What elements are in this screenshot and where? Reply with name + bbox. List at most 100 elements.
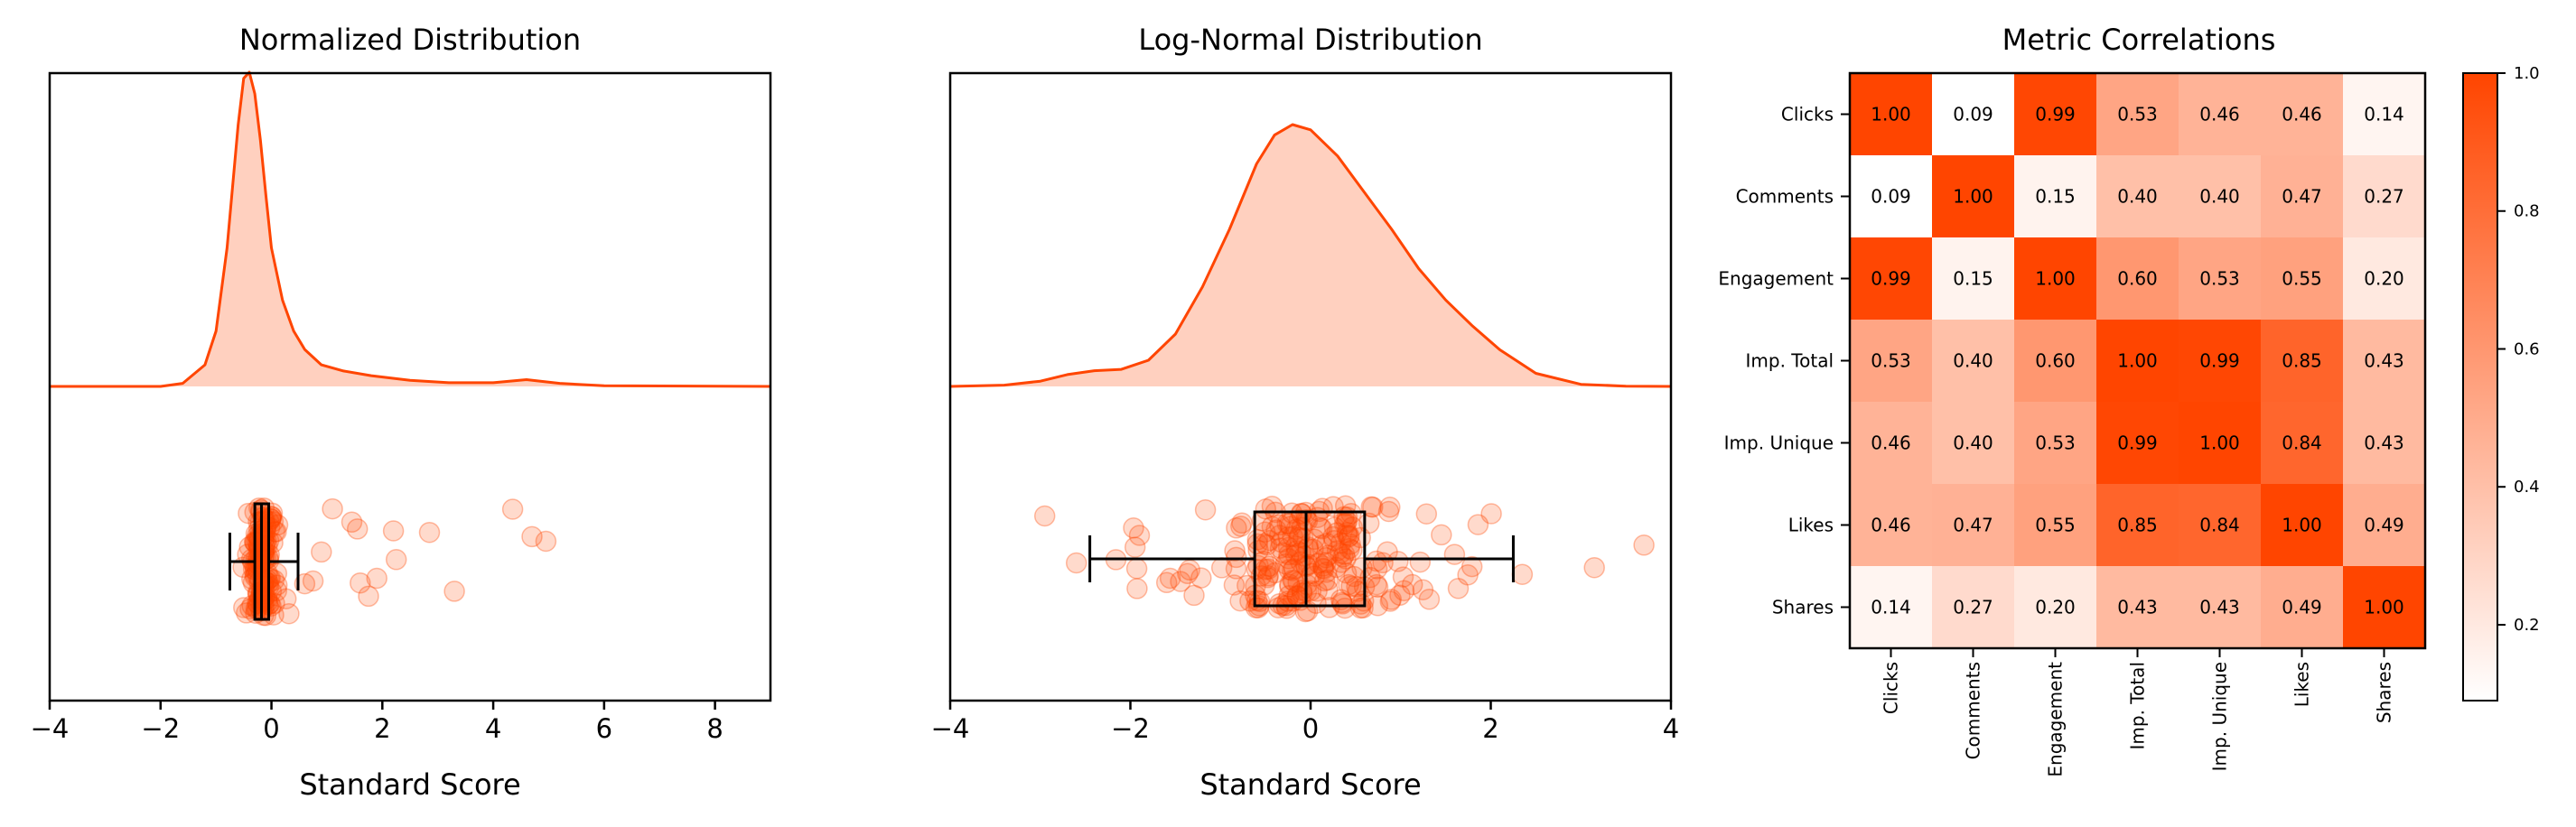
strip-point — [1278, 544, 1300, 566]
heatmap-cell-label: 1.00 — [1953, 186, 1993, 208]
strip-point — [1443, 544, 1466, 565]
strip-point — [1247, 597, 1269, 618]
outlier-point — [311, 541, 332, 563]
colorbar-tick-label: 0.4 — [2514, 478, 2540, 497]
outlier-point — [1033, 505, 1056, 527]
heatmap-cell-label: 0.49 — [2364, 515, 2404, 536]
heatmap-cell-label: 0.85 — [2282, 350, 2322, 372]
strip-point — [266, 580, 288, 602]
strip-point — [1338, 573, 1359, 596]
colorbar-tick-label: 0.2 — [2514, 616, 2540, 635]
chart-title-lognormal: Log-Normal Distribution — [1138, 23, 1482, 57]
x-tick-label: 2 — [374, 713, 390, 744]
heatmap-cell — [1932, 402, 2015, 485]
heatmap-cell — [2179, 320, 2262, 403]
x-tick-label: −2 — [141, 713, 180, 744]
heatmap-cell — [2096, 237, 2179, 321]
x-tick-label: Likes — [2291, 662, 2313, 707]
outlier-point — [443, 581, 465, 602]
heatmap-cell-label: 0.99 — [2199, 350, 2240, 372]
heatmap-cell — [2179, 237, 2262, 321]
x-tick-label: −4 — [931, 713, 970, 744]
strip-point — [1155, 571, 1178, 594]
density-lognormal — [949, 123, 1672, 388]
strip-point — [1330, 543, 1351, 564]
strip-point — [1401, 573, 1423, 596]
heatmap-cell — [2261, 402, 2344, 485]
strip-point — [1317, 544, 1339, 566]
heatmap-x-axis: Clicks Comments Engagement Imp. Total Imp. U… — [1881, 648, 2395, 777]
strip-point — [1308, 552, 1330, 574]
heatmap-cell-label: 0.55 — [2282, 268, 2322, 290]
heatmap-cell — [2343, 155, 2426, 238]
strip-point — [1367, 576, 1389, 599]
y-tick-label: Imp. Unique — [1724, 432, 1834, 454]
heatmap-cell-label: 0.27 — [1953, 597, 1993, 618]
strip-point — [1338, 526, 1359, 548]
density-line — [50, 70, 771, 388]
heatmap-cell — [2096, 566, 2179, 649]
strip-point — [1461, 555, 1483, 578]
heatmap-cell-label: 0.85 — [2117, 515, 2158, 536]
plot-frame-normalized — [48, 71, 772, 702]
x-tick-label: Clicks — [1881, 662, 1902, 714]
heatmap-cell-label: 0.43 — [2199, 597, 2240, 618]
strip-point — [1257, 558, 1280, 581]
strip-point — [1377, 541, 1398, 562]
heatmap-cell — [1850, 566, 1933, 649]
strip-point — [1457, 564, 1479, 586]
strip-point — [1126, 578, 1148, 599]
strip-point — [1330, 552, 1352, 573]
colorbar-tick-label: 0.6 — [2514, 339, 2540, 358]
strip-point — [1303, 528, 1326, 551]
strip-point — [1366, 573, 1387, 596]
strip-point — [1467, 514, 1489, 535]
strip-point — [1246, 529, 1269, 551]
strip-point — [1303, 565, 1326, 587]
heatmap-cell — [2261, 237, 2344, 321]
strip-point — [1312, 555, 1334, 577]
heatmap-cell-label: 0.84 — [2282, 432, 2322, 454]
strip-point — [1255, 534, 1278, 556]
chart-title-correlations: Metric Correlations — [2002, 23, 2276, 57]
strip-point — [1331, 593, 1354, 615]
outlier-point — [382, 520, 405, 542]
x-axis-normalized: −4 −2 0 2 4 6 8 — [31, 701, 723, 744]
x-tick-label: −4 — [31, 713, 70, 744]
heatmap-cell — [2096, 484, 2179, 567]
strip-point — [1287, 571, 1309, 593]
strip-point — [1190, 567, 1212, 589]
heatmap-cell — [2014, 566, 2097, 649]
strip-point — [1247, 554, 1269, 577]
heatmap-cell — [2096, 402, 2179, 485]
strip-point — [1283, 570, 1305, 592]
heatmap-cell-label: 0.53 — [2199, 268, 2240, 290]
heatmap-cell-label: 0.46 — [2282, 104, 2322, 125]
strip-point — [1341, 539, 1363, 562]
heatmap-cell — [2261, 73, 2344, 156]
strip-point — [1323, 530, 1345, 552]
strip-point — [1279, 573, 1301, 596]
x-tick-label: 4 — [485, 713, 501, 744]
strip-point — [1346, 576, 1367, 598]
panel-normalized: Normalized Distribution −4 −2 0 2 4 6 8 Standa… — [31, 23, 772, 802]
strip-point — [1279, 576, 1301, 598]
strip-point — [1319, 597, 1340, 618]
outlier-point — [358, 585, 379, 608]
strip-point — [238, 502, 259, 525]
x-tick-label: Imp. Unique — [2209, 662, 2231, 771]
panel-lognormal: Log-Normal Distribution −4 −2 0 2 4 Standard… — [931, 23, 1680, 802]
strip-point — [259, 567, 282, 589]
strip-point — [1224, 540, 1246, 562]
x-axis-label-normalized: Standard Score — [299, 767, 520, 802]
strip-point — [1246, 558, 1268, 581]
heatmap-cell-label: 0.40 — [2199, 186, 2240, 208]
strip-point — [1247, 540, 1269, 562]
heatmap-cell — [1850, 73, 1933, 156]
heatmap-cell-label: 0.99 — [2117, 432, 2158, 454]
heatmap-cell-label: 0.14 — [1871, 597, 1911, 618]
strip-point — [236, 602, 257, 624]
density-line — [949, 123, 1672, 388]
heatmap-cell-label: 0.99 — [1871, 268, 1911, 290]
strip-point — [263, 604, 285, 626]
